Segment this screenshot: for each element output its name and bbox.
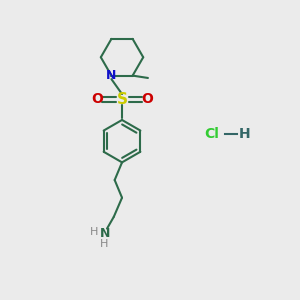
- Text: O: O: [91, 92, 103, 106]
- Text: H: H: [100, 239, 108, 249]
- Text: Cl: Cl: [204, 127, 219, 141]
- Text: O: O: [141, 92, 153, 106]
- Text: H: H: [238, 127, 250, 141]
- Text: S: S: [116, 92, 128, 107]
- Text: N: N: [100, 226, 111, 239]
- Text: H: H: [90, 226, 98, 237]
- Text: N: N: [106, 69, 117, 82]
